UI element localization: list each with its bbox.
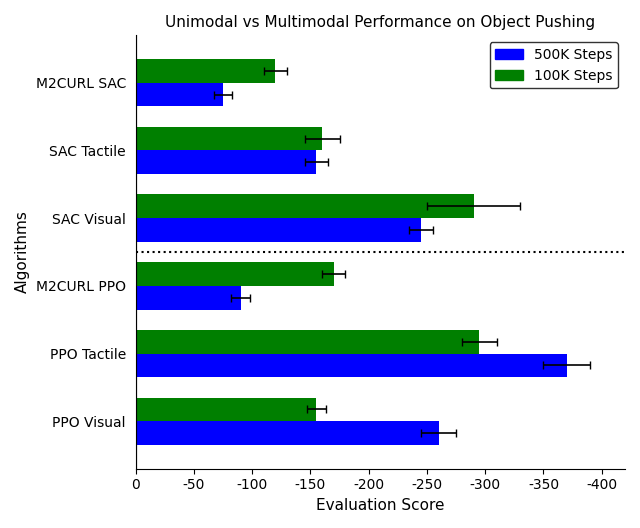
- Bar: [136, 194, 474, 218]
- Bar: [136, 286, 241, 309]
- Bar: [136, 262, 333, 286]
- Bar: [136, 421, 438, 445]
- Legend: 500K Steps, 100K Steps: 500K Steps, 100K Steps: [490, 42, 618, 88]
- Title: Unimodal vs Multimodal Performance on Object Pushing: Unimodal vs Multimodal Performance on Ob…: [165, 15, 595, 30]
- Bar: [136, 398, 316, 421]
- X-axis label: Evaluation Score: Evaluation Score: [316, 498, 445, 513]
- Bar: [136, 330, 479, 354]
- Bar: [136, 354, 567, 378]
- Y-axis label: Algorithms: Algorithms: [15, 211, 30, 294]
- Bar: [136, 59, 275, 83]
- Bar: [136, 127, 322, 150]
- Bar: [136, 218, 421, 242]
- Bar: [136, 150, 316, 174]
- Bar: [136, 83, 223, 107]
